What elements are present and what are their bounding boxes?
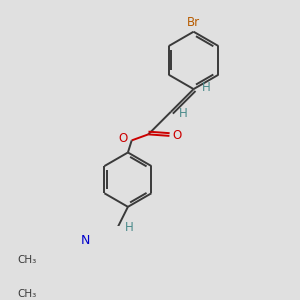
Text: N: N (81, 234, 90, 247)
Text: H: H (125, 221, 134, 235)
Text: O: O (119, 132, 128, 146)
Text: H: H (202, 81, 211, 94)
Text: O: O (172, 129, 182, 142)
Text: CH₃: CH₃ (17, 255, 36, 266)
Text: Br: Br (187, 16, 200, 29)
Text: CH₃: CH₃ (17, 289, 36, 299)
Text: H: H (179, 107, 188, 120)
